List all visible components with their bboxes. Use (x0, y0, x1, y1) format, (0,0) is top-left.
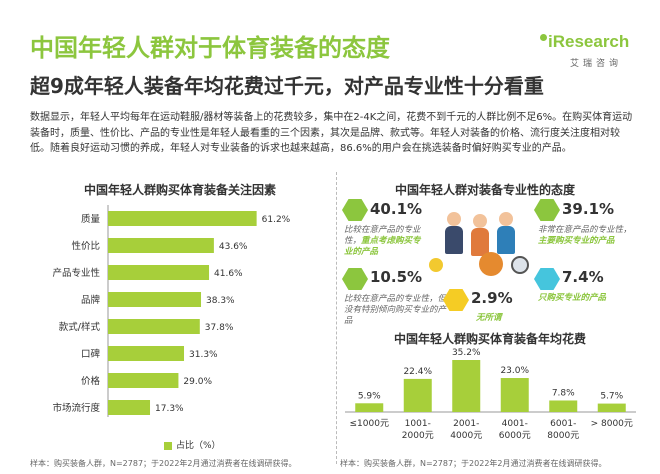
chart3-category-label: > 8000元 (591, 419, 633, 429)
chart1-value-label: 29.0% (183, 377, 212, 387)
chart1-category-label: 价格 (81, 375, 101, 387)
chart1-bar (108, 400, 151, 415)
attitude-description-highlight: 无所谓 (476, 313, 502, 323)
chart3-category-label: 6001-8000元 (547, 419, 579, 441)
chart1-value-label: 31.3% (189, 350, 218, 360)
chart1-title: 中国年轻人群购买体育装备关注因素 (83, 183, 276, 197)
summary-paragraph: 数据显示，年轻人平均每年在运动鞋服/器材等装备上的花费较多，集中在2-4K之间，… (30, 112, 633, 154)
chart3-value-label: 7.8% (552, 388, 575, 398)
chart1-category-label: 产品专业性 (52, 267, 100, 279)
chart1-value-label: 37.8% (205, 323, 234, 333)
chart1-bar (108, 238, 214, 253)
chart3-bar (549, 400, 578, 412)
attitude-description: 无所谓 (476, 313, 536, 324)
hexagon-green-icon (534, 199, 560, 221)
chart3-source: 样本：购买装备人群，N=2787；于2022年2月通过消费者在线调研获得。 (340, 459, 607, 468)
chart1-bar (108, 265, 210, 280)
chart1-value-label: 43.6% (219, 242, 248, 252)
attitude-description: 比较在意产品的专业性，但没有特别倾向购买专业的产品 (344, 294, 454, 327)
hexagon-cyan-icon (534, 268, 560, 290)
chart3-value-label: 5.7% (600, 392, 623, 402)
legend-swatch (164, 441, 172, 450)
attitude-description-highlight: 只购买专业的产品 (538, 293, 607, 303)
chart1-source: 样本：购买装备人群，N=2787；于2022年2月通过消费者在线调研获得。 (30, 459, 297, 468)
chart3-bar (355, 403, 384, 412)
iresearch-logo: iResearch 艾瑞咨询 (540, 28, 635, 76)
attitude-percent: 10.5% (370, 268, 423, 286)
chart3-bar (500, 378, 529, 412)
chart3-value-label: 5.9% (358, 391, 381, 401)
logo-wordmark: iResearch (548, 32, 630, 51)
attitude-description-plain: 比较在意产品的专业性，但没有特别倾向购买专业的产品 (344, 294, 447, 326)
chart2-title: 中国年轻人群对装备专业性的态度 (394, 183, 575, 197)
chart1-bar (108, 319, 200, 334)
attitude-description: 比较在意产品的专业性，重点考虑购买专业的产品 (344, 225, 429, 258)
chart3-category-label: 4001-6000元 (499, 419, 531, 441)
attitude-percent: 2.9% (471, 289, 513, 307)
page-title: 中国年轻人群对于体育装备的态度 (30, 34, 390, 62)
chart3-value-label: 23.0% (500, 366, 529, 376)
chart3-category-label: 1001-2000元 (402, 419, 434, 441)
chart3-value-label: 35.2% (452, 348, 481, 358)
attitude-description-highlight: 主要购买专业的产品 (538, 236, 615, 246)
chart1-category-label: 品牌 (81, 294, 101, 306)
athletes-illustration (425, 212, 535, 276)
chart3-value-label: 22.4% (403, 367, 432, 377)
chart1-value-label: 38.3% (206, 296, 235, 306)
chart1-bar (108, 211, 257, 226)
chart1-value-label: 61.2% (262, 215, 291, 225)
section-divider (336, 172, 337, 464)
chart3-bar (403, 378, 432, 412)
attitude-description-highlight: 重点考虑购买专业的产品 (344, 236, 421, 257)
chart1-category-label: 质量 (81, 213, 101, 225)
chart1-bar (108, 292, 202, 307)
attitude-description-plain: 比较在意产品的专业性， (344, 225, 421, 246)
chart1-category-label: 性价比 (71, 240, 100, 252)
chart1-legend: 占比（%） (164, 438, 221, 451)
legend-label: 占比（%） (176, 441, 221, 451)
chart1-bar (108, 346, 185, 361)
chart1-value-label: 17.3% (155, 404, 184, 414)
page-subtitle: 超9成年轻人装备年均花费过千元，对产品专业性十分看重 (30, 74, 544, 98)
logo-dot-icon (540, 34, 547, 41)
chart1-bar (108, 373, 179, 388)
attitude-description: 非常在意产品的专业性，主要购买专业的产品 (538, 225, 633, 247)
attitude-percent: 7.4% (562, 268, 604, 286)
chart3-bar (452, 360, 481, 412)
hexagon-green-icon (342, 268, 368, 290)
chart1-category-label: 款式/样式 (59, 321, 101, 333)
hexagon-yellow-icon (443, 289, 469, 311)
attitude-description: 只购买专业的产品 (538, 293, 628, 304)
chart3-category-label: 2001-4000元 (450, 419, 482, 441)
chart1-category-label: 市场流行度 (52, 402, 100, 414)
attitude-percent: 39.1% (562, 200, 615, 218)
chart3-bar (597, 403, 626, 412)
logo-subtext: 艾瑞咨询 (570, 59, 623, 69)
hexagon-green-icon (342, 199, 368, 221)
chart1-category-label: 口碑 (81, 348, 101, 360)
chart3-title: 中国年轻人群购买体育装备年均花费 (393, 332, 586, 346)
chart3-category-label: ≤1000元 (350, 419, 389, 429)
chart1-value-label: 41.6% (214, 269, 243, 279)
attitude-description-plain: 非常在意产品的专业性， (538, 225, 632, 235)
attitude-percent: 40.1% (370, 200, 423, 218)
